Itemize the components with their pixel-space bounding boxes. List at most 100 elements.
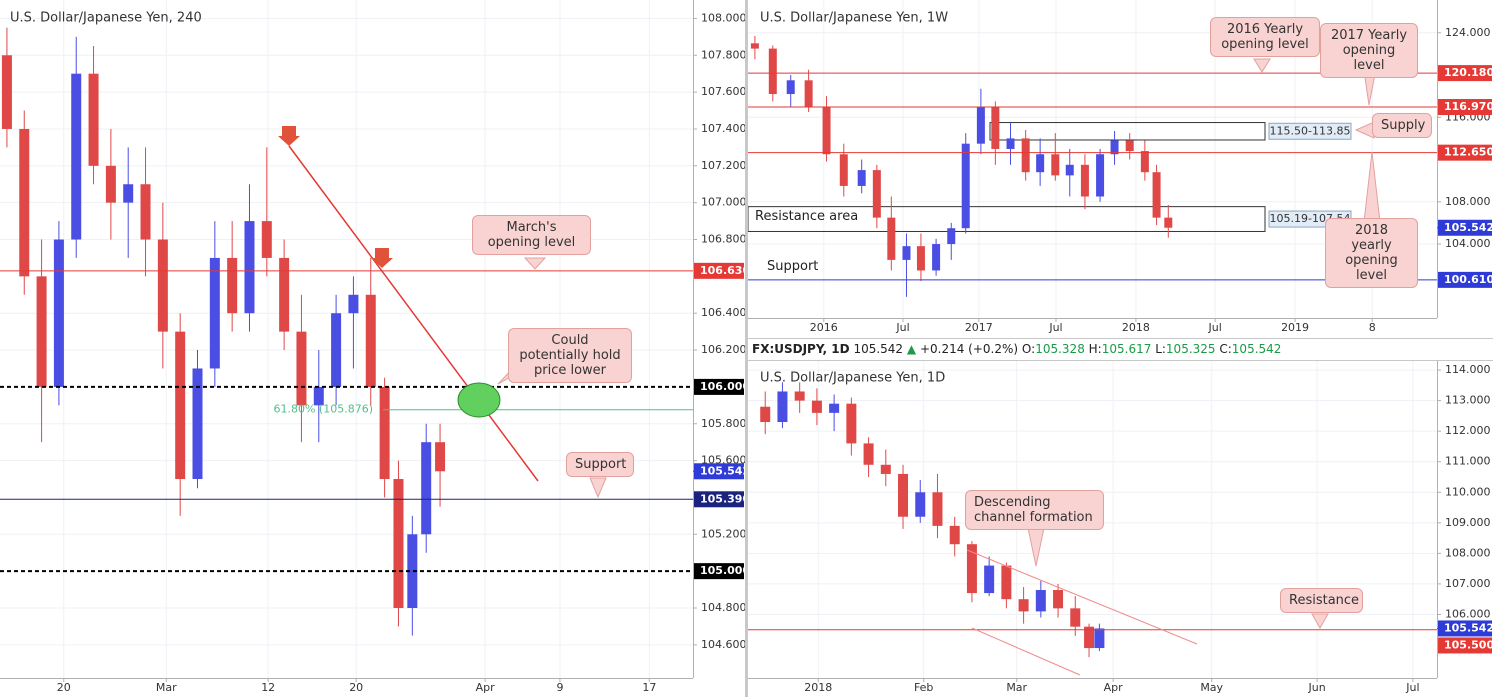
candle-body [966, 544, 977, 594]
trend-line [288, 145, 539, 482]
symbol: FX:USDJPY, 1D [752, 342, 850, 356]
candle-body [192, 368, 203, 480]
candle-body [976, 106, 985, 144]
ohlc-label: C: [1219, 342, 1232, 356]
change-arrow: ▲ [906, 342, 917, 356]
x-tick-label: 2018 [804, 681, 832, 694]
ohlc-label: L: [1155, 342, 1166, 356]
arrow-marker [371, 248, 393, 268]
x-tick-label: 2019 [1281, 321, 1309, 334]
callout-pointer [523, 257, 547, 270]
callout-pointer [1311, 613, 1329, 630]
callout: Supply [1372, 113, 1432, 138]
candle-body [1018, 599, 1029, 612]
candle-body [331, 313, 342, 387]
highlight-ellipse [457, 382, 501, 418]
candle-body [53, 239, 64, 387]
candle-body [872, 170, 881, 218]
channel-line [971, 627, 1081, 676]
candle-body [123, 184, 134, 203]
candle-body [961, 143, 970, 229]
ohlc-label: H: [1088, 342, 1102, 356]
price-label: 116.970 [1444, 100, 1493, 113]
candle-body [1035, 590, 1046, 612]
candle-body [760, 406, 771, 423]
candle-body [1021, 138, 1030, 173]
candle-body [379, 386, 390, 480]
y-tick-label: 104.800 [701, 601, 747, 614]
zone [989, 122, 1266, 141]
price-label-box [1438, 99, 1492, 116]
candle-body [393, 479, 404, 608]
x-tick-label: Jul [1208, 321, 1222, 334]
candle-body [1140, 151, 1149, 173]
candle-body [209, 257, 220, 369]
candle-body [786, 80, 795, 95]
y-tick-label: 109.000 [1445, 516, 1491, 529]
y-tick-label: 110.000 [1445, 485, 1491, 498]
y-tick-label: 124.000 [1445, 26, 1491, 39]
candle-body [1152, 172, 1161, 218]
candle-body [932, 244, 941, 271]
level-label: 61.80% (105.876) [273, 403, 373, 416]
y-tick-label: 106.400 [701, 306, 747, 319]
callout-pointer [1253, 58, 1271, 73]
price-label: 105.500 [1444, 638, 1493, 651]
candle-body [1096, 154, 1105, 197]
price-label-box [1438, 620, 1492, 637]
ohlc-value: 105.328 [1035, 342, 1085, 356]
candle-body [1080, 164, 1089, 197]
x-tick-label: 2017 [965, 321, 993, 334]
candle-body [777, 391, 788, 423]
candle-body [365, 294, 376, 387]
price-label-box [1438, 219, 1492, 236]
y-tick-label: 104.000 [1445, 237, 1491, 250]
ohlc-label: O: [1021, 342, 1036, 356]
candle-body [1053, 590, 1064, 609]
price-label: 105.390 [700, 492, 750, 505]
price-label: 106.630 [700, 264, 750, 277]
price-label: 112.650 [1444, 146, 1493, 159]
x-tick-label: 2016 [810, 321, 838, 334]
candle-body [1001, 565, 1012, 600]
candle-body [863, 443, 874, 465]
candle-body [1164, 217, 1173, 228]
callout: Resistance [1280, 588, 1363, 613]
y-tick-label: 107.000 [1445, 577, 1491, 590]
y-tick-label: 112.000 [1445, 424, 1491, 437]
candle-body [991, 106, 1000, 149]
candle-body [947, 228, 956, 245]
panel-title: U.S. Dollar/Japanese Yen, 240 [10, 11, 202, 26]
level-text: Support [767, 259, 819, 274]
candle-body [846, 403, 857, 444]
x-tick-label: May [1200, 681, 1223, 694]
candle-body [1006, 138, 1015, 149]
candle-body [794, 391, 805, 401]
candle-body [915, 492, 926, 517]
x-tick-label: 17 [642, 681, 656, 694]
candle-body [421, 442, 432, 535]
price-label-box [694, 262, 744, 279]
candle-body [1084, 626, 1095, 649]
y-tick-label: 108.000 [701, 11, 747, 24]
ohlc-value: 105.325 [1165, 342, 1216, 356]
candle-body [1125, 140, 1134, 152]
candle-body [175, 331, 186, 480]
price-label-box [1438, 65, 1492, 82]
candle-body [313, 386, 324, 406]
y-tick-label: 106.200 [701, 343, 747, 356]
price-label: 105.542 [1444, 621, 1493, 634]
callout: Support [566, 452, 634, 477]
candle-body [887, 217, 896, 260]
candle-body [71, 73, 82, 240]
candle-body [804, 80, 813, 107]
candle-body [1051, 154, 1060, 176]
x-tick-label: 20 [349, 681, 363, 694]
candle-body [1094, 628, 1105, 649]
price-label-box [694, 378, 744, 395]
x-tick-label: Mar [156, 681, 177, 694]
y-tick-label: 107.200 [701, 159, 747, 172]
drawings [278, 58, 1381, 676]
price-label-box [694, 463, 744, 480]
